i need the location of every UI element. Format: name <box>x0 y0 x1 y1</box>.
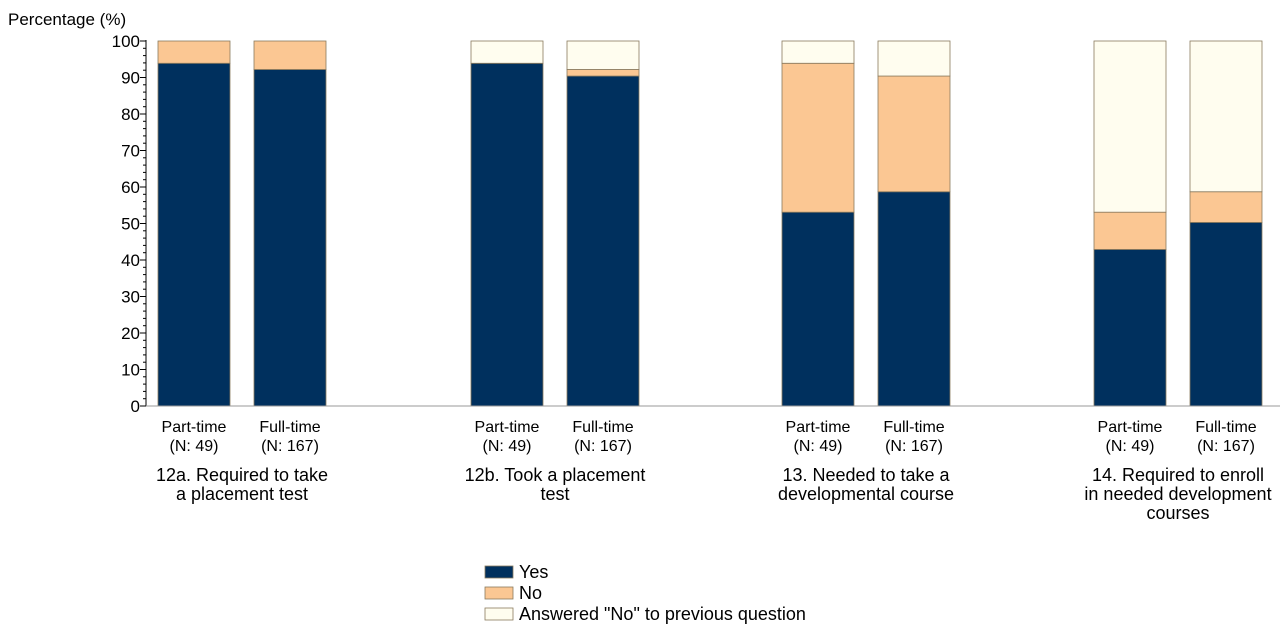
bar-label: (N: 49) <box>794 438 843 455</box>
y-axis: 0 10 20 30 40 50 60 70 80 90 100 <box>112 32 147 416</box>
bar-label: Full-time <box>883 419 944 436</box>
bar-label: Part-time <box>475 419 540 436</box>
group-label: in needed development <box>1084 484 1271 504</box>
bar-segment-answered-no-to-previous-question <box>1189 40 1263 193</box>
bar-segment-answered-no-to-previous-question <box>566 40 640 70</box>
bar-segment-answered-no-to-previous-question <box>1093 40 1167 213</box>
group-label: 12a. Required to take <box>156 465 328 485</box>
bar-label: (N: 167) <box>574 438 632 455</box>
bar-label: (N: 49) <box>170 438 219 455</box>
bar-label: (N: 49) <box>1106 438 1155 455</box>
bar-label: (N: 167) <box>1197 438 1255 455</box>
bar-segment-no <box>157 40 231 64</box>
bar-segment-no <box>253 40 327 70</box>
legend-swatch <box>484 607 514 621</box>
y-tick-label: 50 <box>121 215 140 234</box>
group-label: test <box>540 484 569 504</box>
bar-segment-yes <box>1189 222 1263 407</box>
bar-label: Part-time <box>786 419 851 436</box>
bar-label: Part-time <box>1098 419 1163 436</box>
y-tick-label: 10 <box>121 361 140 380</box>
y-axis-title: Percentage (%) <box>8 10 126 29</box>
group-label: 14. Required to enroll <box>1092 465 1264 485</box>
bar-segment-yes <box>781 211 855 407</box>
bar-segment-no <box>566 69 640 77</box>
y-tick-label: 20 <box>121 324 140 343</box>
bar-label: (N: 167) <box>885 438 943 455</box>
bar-segment-no <box>781 62 855 213</box>
y-tick-label: 30 <box>121 288 140 307</box>
legend-label: No <box>519 583 542 603</box>
bar-segment-yes <box>253 69 327 407</box>
legend-label: Answered "No" to previous question <box>519 604 806 624</box>
bar-segment-answered-no-to-previous-question <box>877 40 951 77</box>
bar-label: Part-time <box>162 419 227 436</box>
bar-segment-yes <box>470 62 544 407</box>
group-label: a placement test <box>176 484 308 504</box>
group-label: courses <box>1146 503 1209 523</box>
y-tick-label: 70 <box>121 142 140 161</box>
bar-label: Full-time <box>259 419 320 436</box>
group-label: developmental course <box>778 484 954 504</box>
legend-label: Yes <box>519 562 548 582</box>
bars <box>157 40 1263 407</box>
group-label: 12b. Took a placement <box>465 465 646 485</box>
bar-segment-no <box>877 75 951 193</box>
x-axis: Part-time (N: 49) Full-time (N: 167) 12a. Re… <box>146 405 1280 523</box>
bar-segment-answered-no-to-previous-question <box>781 40 855 64</box>
bar-label: (N: 167) <box>261 438 319 455</box>
legend-swatch <box>484 586 514 600</box>
bar-label: Full-time <box>572 419 633 436</box>
group-label: 13. Needed to take a <box>782 465 950 485</box>
bar-segment-yes <box>157 62 231 407</box>
legend-swatch <box>484 565 514 579</box>
y-axis-label: Percentage (%) <box>8 10 126 29</box>
y-tick-label: 40 <box>121 251 140 270</box>
bar-segment-yes <box>1093 249 1167 407</box>
y-tick-label: 80 <box>121 105 140 124</box>
bar-segment-answered-no-to-previous-question <box>470 40 544 64</box>
y-tick-label: 90 <box>121 69 140 88</box>
y-tick-label: 0 <box>131 397 140 416</box>
bar-segment-yes <box>566 75 640 407</box>
bar-segment-no <box>1189 191 1263 223</box>
y-tick-label: 100 <box>112 32 140 51</box>
bar-label: (N: 49) <box>483 438 532 455</box>
bar-segment-no <box>1093 211 1167 250</box>
bar-label: Full-time <box>1195 419 1256 436</box>
y-tick-label: 60 <box>121 178 140 197</box>
bar-segment-yes <box>877 191 951 407</box>
